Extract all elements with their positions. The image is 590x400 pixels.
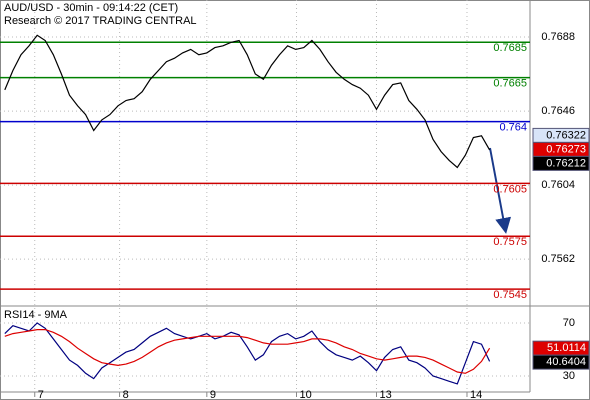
rsi-title: RSI14 - 9MA — [4, 309, 68, 321]
y-tick-label: 0.7604 — [541, 179, 575, 191]
price-marker-label: 0.76322 — [546, 129, 586, 141]
price-marker-label: 40.6404 — [546, 356, 586, 368]
y-tick-label: 70 — [563, 317, 575, 329]
series-line — [4, 34, 491, 169]
level-label: 0.7605 — [493, 183, 527, 195]
y-tick-label: 0.7688 — [541, 31, 575, 43]
price-marker-label: 0.76273 — [546, 143, 586, 155]
x-tick-label: 14 — [470, 389, 482, 400]
x-tick-label: 9 — [210, 389, 216, 400]
level-label: 0.7545 — [493, 289, 527, 301]
y-tick-label: 30 — [563, 370, 575, 382]
x-tick-label: 7 — [38, 389, 44, 400]
level-label: 0.7665 — [493, 77, 527, 89]
price-marker — [532, 155, 590, 171]
series-line — [4, 329, 491, 374]
level-label: 0.7575 — [493, 236, 527, 248]
forecast-arrow — [489, 147, 512, 234]
price-marker — [532, 354, 590, 370]
level-label: 0.7685 — [493, 42, 527, 54]
x-tick-label: 8 — [123, 389, 129, 400]
price-marker-label: 51.0114 — [547, 342, 586, 354]
chart-subtitle: Research © 2017 TRADING CENTRAL — [4, 15, 197, 27]
y-tick-label: 0.7562 — [541, 253, 575, 265]
series-line — [4, 322, 491, 385]
level-label: 0.764 — [499, 122, 527, 134]
x-tick-label: 13 — [379, 389, 391, 400]
chart-title: AUD/USD - 30min - 09:14:22 (CET) — [4, 2, 178, 14]
price-marker-label: 0.76212 — [546, 157, 586, 169]
y-tick-label: 0.7646 — [541, 105, 575, 117]
x-tick-label: 10 — [300, 389, 312, 400]
